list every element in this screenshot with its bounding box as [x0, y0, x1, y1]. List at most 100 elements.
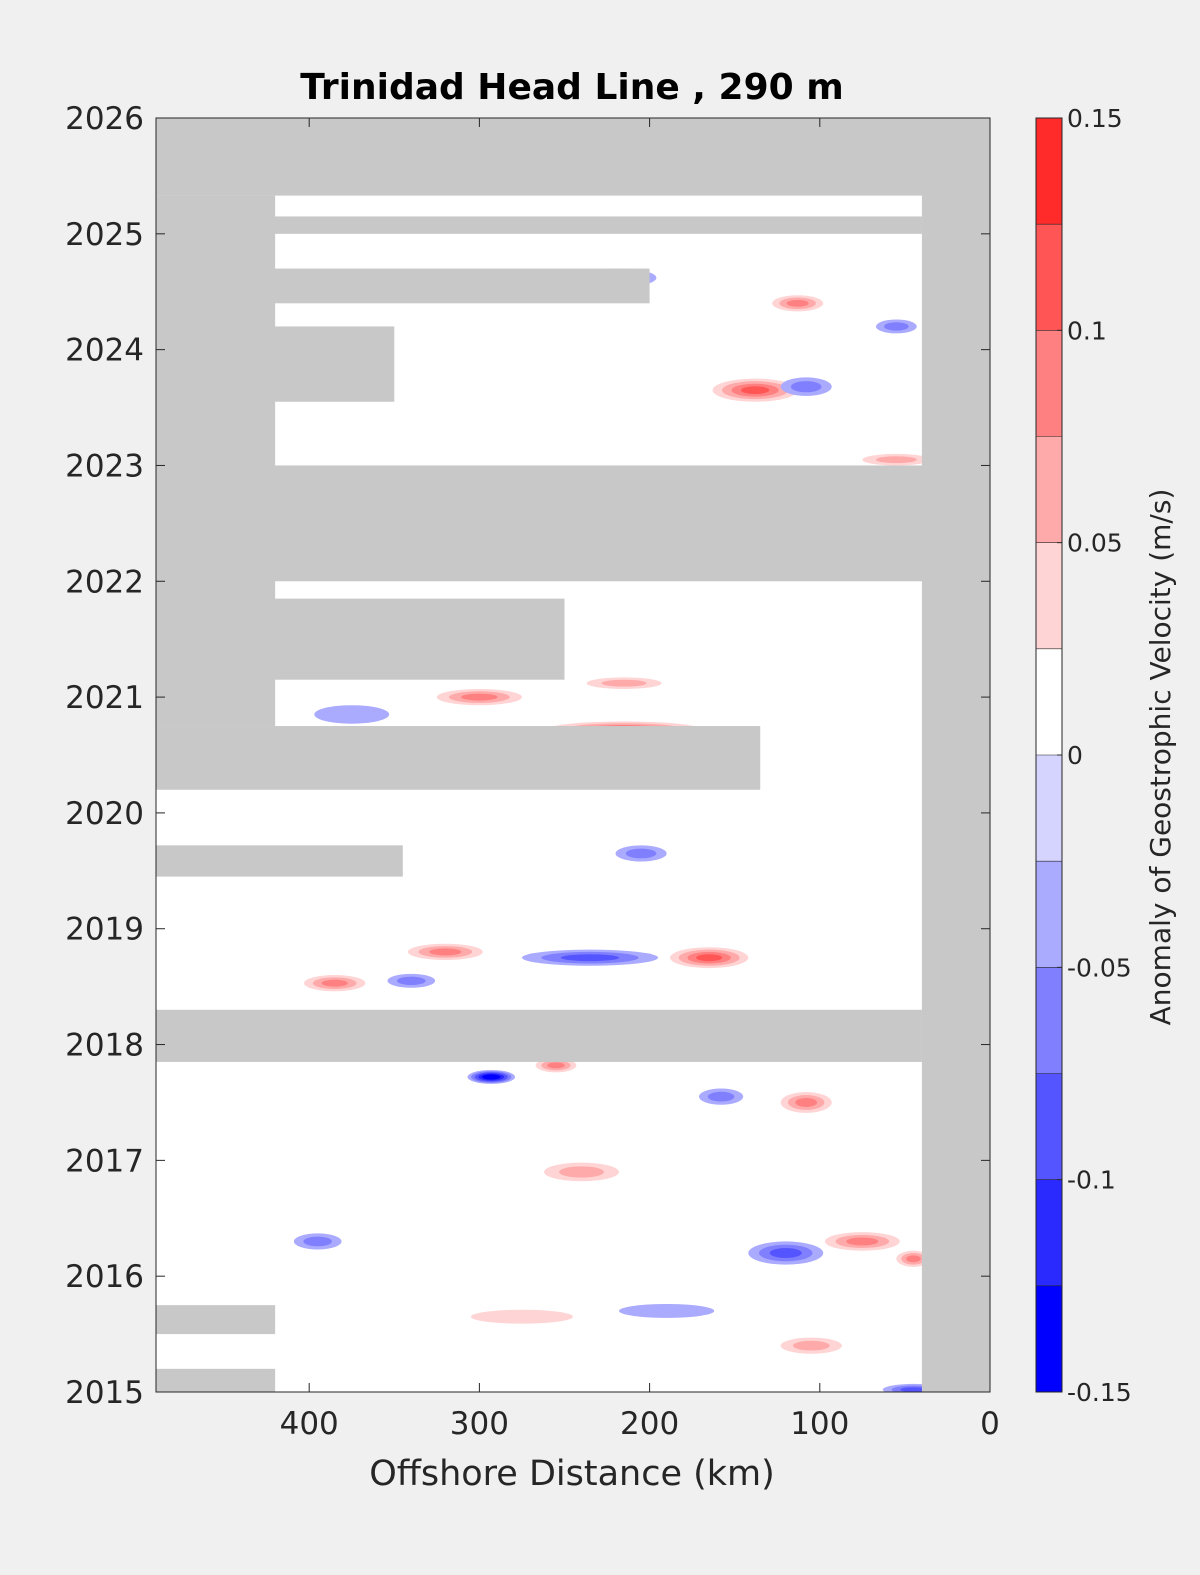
contour-feature — [780, 377, 832, 396]
x-tick-label: 0 — [980, 1406, 1000, 1442]
colorbar-swatch — [1036, 118, 1062, 225]
y-tick-label: 2017 — [65, 1143, 144, 1179]
x-axis-label: Offshore Distance (km) — [369, 1454, 775, 1494]
missing-data-band — [156, 1009, 922, 1062]
y-tick-label: 2015 — [65, 1375, 144, 1411]
contour-feature — [698, 1088, 744, 1105]
contour-feature — [521, 949, 659, 966]
y-tick-label: 2019 — [65, 912, 144, 948]
contour-level — [875, 456, 917, 464]
contour-feature — [780, 1092, 832, 1113]
colorbar-tick-label: -0.05 — [1067, 953, 1132, 982]
contour-level — [740, 386, 770, 395]
colorbar-swatch — [1036, 1285, 1062, 1392]
contour-feature — [780, 1337, 842, 1354]
colorbar-tick-label: 0.15 — [1067, 104, 1123, 133]
contour-feature — [304, 975, 366, 992]
colorbar-swatch — [1036, 967, 1062, 1074]
axes-frame — [155, 117, 991, 1393]
colorbar-swatch — [1036, 224, 1062, 331]
x-tick-label: 100 — [790, 1406, 849, 1442]
contour-level — [707, 1091, 735, 1102]
contour-level — [906, 1255, 921, 1263]
contour-feature — [670, 947, 749, 969]
contour-level — [429, 948, 462, 956]
colorbar-label: Anomaly of Geostrophic Velocity (m/s) — [1144, 489, 1177, 1026]
contour-level — [559, 1166, 604, 1178]
missing-data-band — [156, 1305, 276, 1335]
y-tick-label: 2024 — [65, 333, 144, 369]
y-tick-label: 2022 — [65, 564, 144, 600]
plot-area — [156, 118, 990, 1392]
contour-level — [792, 1340, 830, 1351]
contour-feature — [862, 453, 931, 466]
missing-data-band — [156, 465, 990, 481]
colorbar-tick-label: 0.1 — [1067, 316, 1107, 345]
contour-level — [470, 1309, 573, 1324]
x-tick-label: 400 — [280, 1406, 339, 1442]
y-tick-label: 2021 — [65, 680, 144, 716]
plot-content — [156, 118, 990, 1392]
y-tick-label: 2023 — [65, 448, 144, 484]
contour-feature — [314, 705, 390, 724]
contour-level — [461, 693, 498, 701]
contour-feature — [824, 1232, 900, 1251]
y-tick-label: 2018 — [65, 1028, 144, 1064]
missing-data-band — [156, 726, 761, 790]
contour-feature — [544, 1162, 619, 1182]
contour-level — [846, 1237, 879, 1246]
contour-level — [696, 954, 723, 962]
contour-level — [485, 1075, 497, 1079]
missing-data-band — [156, 845, 403, 877]
contour-feature — [407, 943, 483, 960]
contour-feature — [748, 1241, 824, 1265]
contour-level — [884, 322, 909, 331]
colorbar-tick-label: -0.1 — [1067, 1166, 1116, 1195]
contour-feature — [618, 1303, 715, 1318]
contour-feature — [470, 1309, 573, 1324]
contour-level — [625, 848, 657, 859]
missing-data-band — [156, 216, 922, 234]
contour-level — [795, 1097, 818, 1107]
colorbar-swatch — [1036, 755, 1062, 862]
missing-data-band — [156, 195, 276, 727]
contour-feature — [387, 973, 436, 988]
colorbar-swatch — [1036, 1073, 1062, 1180]
contour-level — [547, 1062, 565, 1069]
colorbar-swatch — [1036, 436, 1062, 543]
contour-feature — [615, 845, 667, 862]
y-tick-label: 2016 — [65, 1259, 144, 1295]
colorbar-tick-label: -0.15 — [1067, 1378, 1132, 1407]
contour-level — [314, 705, 390, 724]
colorbar-tick-label: 0 — [1067, 741, 1083, 770]
contour-feature — [875, 319, 917, 334]
colorbar-swatch — [1036, 542, 1062, 649]
chart-title: Trinidad Head Line , 290 m — [300, 67, 843, 108]
contour-level — [303, 1236, 332, 1247]
contour-level — [786, 299, 809, 307]
missing-data-band — [156, 118, 990, 196]
missing-data-band — [921, 118, 990, 1392]
contour-level — [618, 1303, 715, 1318]
contour-level — [769, 1248, 802, 1258]
y-tick-label: 2026 — [65, 101, 144, 137]
colorbar: -0.15 -0.1 -0.05 0 0.05 0.1 0.15 — [1035, 104, 1132, 1407]
x-tick-label: 200 — [620, 1406, 679, 1442]
contour-feature — [772, 295, 824, 312]
x-tick-label: 300 — [450, 1406, 509, 1442]
colorbar-swatch — [1036, 330, 1062, 437]
y-tick-label: 2020 — [65, 796, 144, 832]
contour-feature — [467, 1070, 516, 1084]
colorbar-tick-label: 0.05 — [1067, 529, 1123, 558]
contour-feature — [586, 677, 662, 689]
missing-data-band — [156, 480, 990, 582]
contour-level — [321, 979, 348, 987]
contour-level — [397, 976, 426, 986]
colorbar-swatch — [1036, 1179, 1062, 1286]
contour-feature — [436, 688, 522, 706]
contour-level — [560, 954, 620, 962]
contour-level — [790, 381, 822, 393]
contour-feature — [293, 1233, 342, 1250]
